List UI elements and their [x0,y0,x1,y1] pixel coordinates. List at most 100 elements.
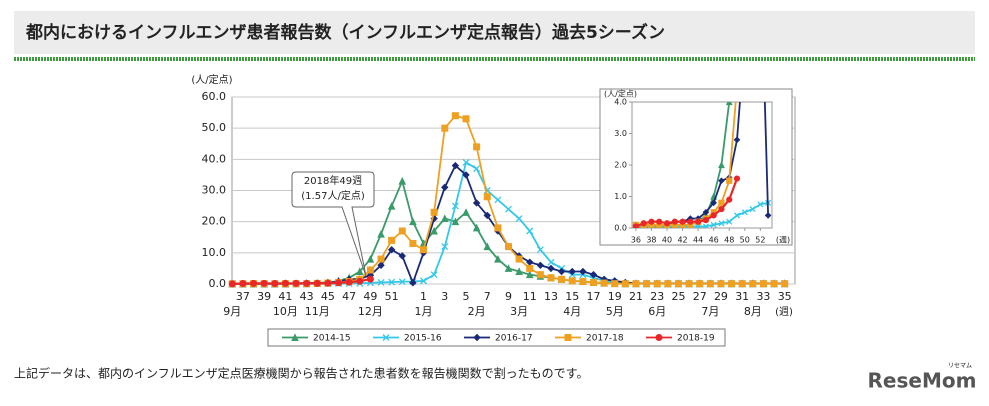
point [451,112,459,120]
month-label: 7月 [701,305,719,318]
point [728,280,736,288]
x-tick-label: 49 [363,290,377,303]
point [759,280,767,288]
month-label: 4月 [563,305,581,318]
point [579,267,587,276]
point [398,227,406,235]
point [409,239,417,247]
point [526,227,534,235]
point [505,243,512,251]
x-tick-label: 27 [693,290,707,303]
point [473,165,481,173]
point [718,199,725,206]
point [757,201,764,208]
legend-label: 2018-19 [677,334,715,344]
point [536,271,544,279]
callout [291,171,375,277]
x-tick-label: 7 [484,290,491,303]
x-tick-label: 21 [629,290,643,303]
x-tick-label: 5 [463,290,470,303]
point [710,212,717,219]
point [600,279,608,287]
point [632,280,640,288]
point [515,255,523,263]
x-tick-label: 23 [650,290,664,303]
legend-marker [291,333,299,341]
point [547,274,555,282]
logo-kana: リセマム [948,363,972,370]
point [430,226,438,235]
point [473,143,481,151]
point [388,236,396,244]
point [536,261,545,270]
month-label: 6月 [648,305,666,318]
y-tick-label: 20.0 [202,215,227,228]
x-tick-label: 39 [257,290,271,303]
point [717,280,725,288]
point [441,183,449,192]
point [239,280,247,288]
point [271,280,279,288]
footnote: 上記データは、都内のインフルエンザ定点医療機関から報告された患者数を報告機関数で… [14,366,588,381]
inset-series [632,84,772,228]
point [726,218,733,225]
point [526,264,534,272]
point [557,267,566,276]
point [734,84,739,89]
point [409,217,417,226]
inset-y-tick-label: 2.0 [614,161,627,170]
x-tick-label: 35 [778,290,792,303]
point [494,196,502,204]
annotation: 2018年49週 [304,174,362,187]
point [726,177,733,184]
point [726,196,733,203]
x-tick-label: 45 [321,290,335,303]
x-tick-label: 31 [735,290,749,303]
point [568,277,576,285]
x-tick-label: 11 [523,290,537,303]
point [702,217,709,224]
point [504,264,513,272]
x-tick-label: 9 [505,290,512,303]
point [451,161,460,170]
point [653,280,661,288]
point [733,212,741,219]
point [494,254,502,263]
legend-label: 2017-18 [586,334,624,344]
point [695,218,702,225]
point [515,267,523,276]
logo: ReseMom [868,369,977,393]
point [632,223,639,228]
point [441,124,449,132]
point [250,279,258,287]
point [718,161,725,169]
point [702,223,709,228]
x-tick-label: 25 [671,290,685,303]
x-tick-label: 29 [714,290,728,303]
point [472,223,481,232]
point [679,218,686,225]
point [345,278,353,286]
x-tick-label: 15 [565,290,579,303]
month-label: 3月 [510,305,528,318]
point [440,214,449,223]
point [462,171,470,179]
point [420,277,427,285]
point [781,280,789,288]
annotation: (1.57人/定点) [301,189,365,202]
point [664,280,672,288]
point [398,252,406,260]
month-label: 2月 [468,305,486,318]
inset-y-tick-label: 3.0 [614,129,627,138]
legend-marker [564,334,572,341]
point [451,202,459,210]
point [420,246,428,254]
point [710,221,717,228]
point [355,267,364,276]
inset-y-tick-label: 4.0 [614,98,627,107]
point [387,201,396,210]
point [366,254,375,263]
point [749,206,756,213]
point [741,209,748,216]
point [366,275,374,283]
